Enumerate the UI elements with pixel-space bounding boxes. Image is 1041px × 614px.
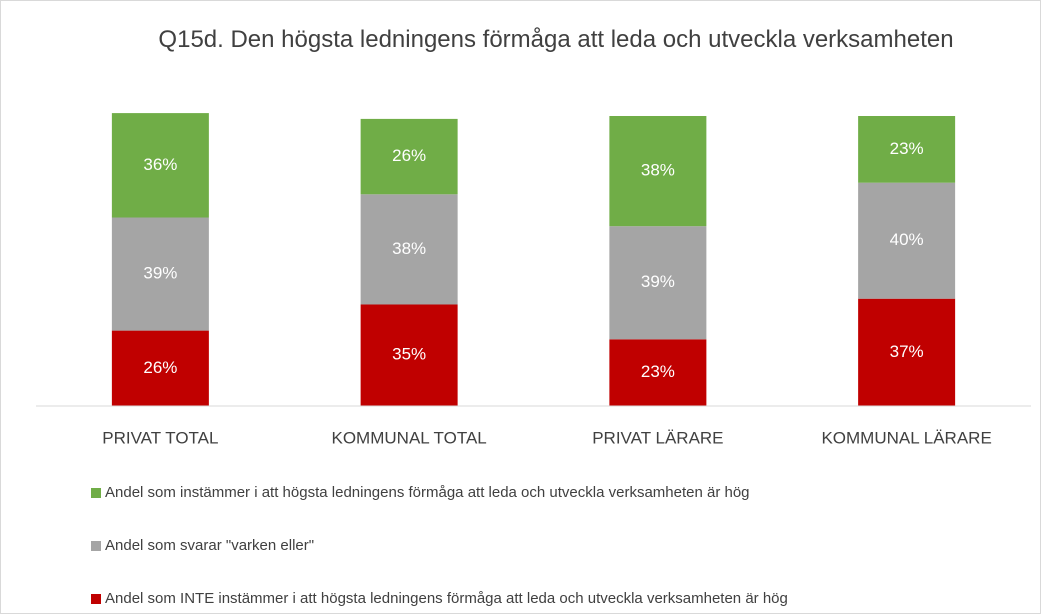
data-label: 39% [143, 264, 177, 283]
data-label: 40% [890, 230, 924, 249]
bar-segment [858, 298, 956, 406]
legend-label: Andel som INTE instämmer i att högsta le… [105, 590, 788, 607]
bar-segment [609, 116, 707, 227]
data-label: 26% [143, 358, 177, 377]
legend-swatch [91, 541, 101, 551]
bar-segment [609, 226, 707, 340]
x-tick-label: PRIVAT TOTAL [102, 428, 218, 447]
legend-swatch [91, 594, 101, 604]
x-tick-label: PRIVAT LÄRARE [592, 428, 723, 447]
legend-label: Andel som svarar "varken eller" [105, 537, 314, 554]
bar-segment [858, 182, 956, 299]
bar-segment [360, 194, 458, 305]
data-label: 39% [641, 272, 675, 291]
x-tick-label: KOMMUNAL LÄRARE [821, 428, 991, 447]
data-label: 37% [890, 342, 924, 361]
bar-segment [111, 113, 209, 218]
data-label: 26% [392, 146, 426, 165]
bar-segment [111, 330, 209, 406]
legend-label: Andel som instämmer i att högsta ledning… [105, 484, 750, 501]
bar-segment [609, 339, 707, 406]
data-label: 38% [392, 239, 426, 258]
bar-segment [858, 116, 956, 183]
data-label: 23% [641, 362, 675, 381]
x-tick-label: KOMMUNAL TOTAL [332, 428, 487, 447]
data-label: 35% [392, 345, 426, 364]
chart-title: Q15d. Den högsta ledningens förmåga att … [158, 26, 954, 53]
data-label: 36% [143, 155, 177, 174]
legend-swatch [91, 488, 101, 498]
data-label: 23% [890, 139, 924, 158]
data-label: 38% [641, 161, 675, 180]
bar-segment [111, 217, 209, 331]
bar-segment [360, 304, 458, 406]
bar-segment [360, 118, 458, 195]
